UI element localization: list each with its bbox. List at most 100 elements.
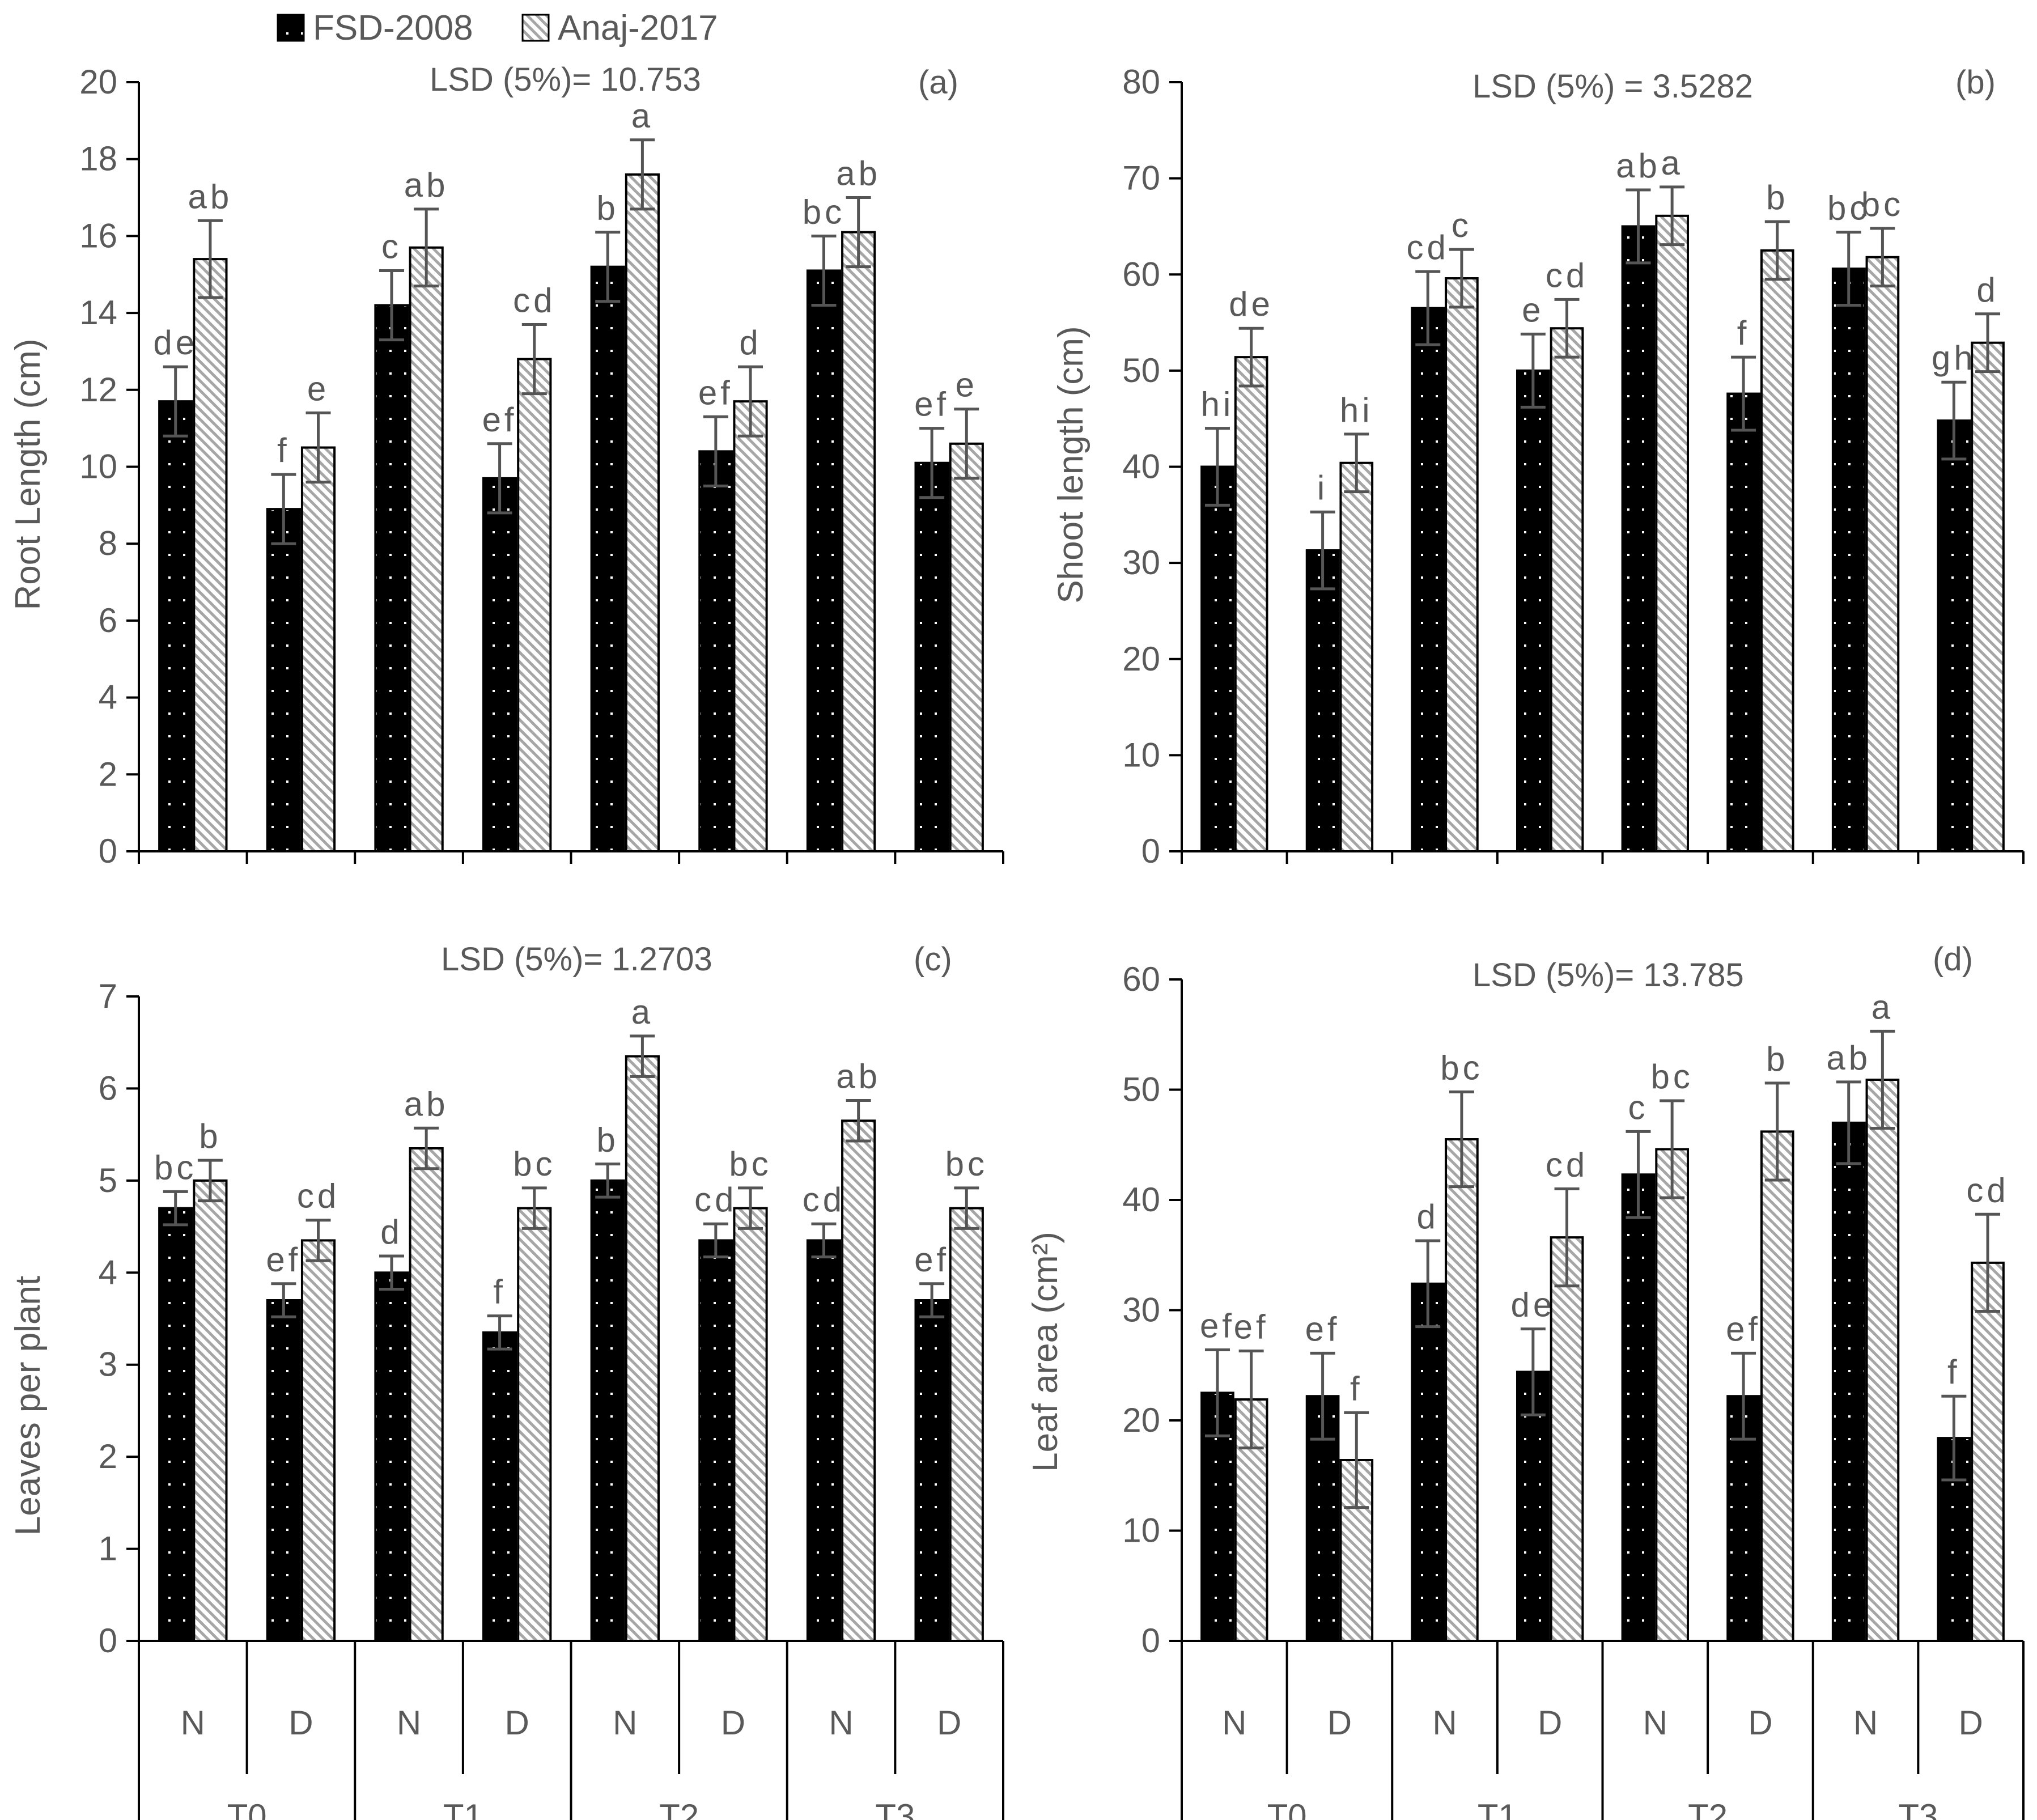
- significance-letter: gh: [1932, 339, 1976, 377]
- significance-letter: bc: [1861, 185, 1904, 223]
- bar-anaj-2017: [733, 400, 768, 852]
- category-label: N: [613, 1704, 637, 1742]
- significance-letter: d: [1417, 1198, 1439, 1236]
- legend: FSD-2008 Anaj-2017: [277, 9, 718, 48]
- panel-b-shoot-length: LSD (5%) = 3.5282 (b) Shoot length (cm) …: [1051, 63, 2025, 870]
- panel-d-y-axis-title: Leaf area (cm²): [1026, 1232, 1065, 1472]
- bar-fsd-2008: [806, 1239, 842, 1643]
- significance-letter: c: [381, 227, 402, 265]
- bar-anaj-2017: [1234, 356, 1268, 852]
- bar-fsd-2008: [1937, 419, 1971, 852]
- category-label: D: [1959, 1704, 1983, 1742]
- panel-c-leaves-per-plant: LSD (5%)= 1.2703 (c) Leaves per plant 0 1…: [9, 941, 1004, 1820]
- significance-letter: bc: [513, 1145, 555, 1183]
- bar-anaj-2017: [841, 1119, 876, 1642]
- y-tick-label: 60: [1122, 255, 1160, 293]
- bar-anaj-2017: [1339, 461, 1374, 852]
- category-label: D: [1538, 1704, 1562, 1742]
- bar-fsd-2008: [374, 304, 409, 852]
- y-tick-label: 40: [1122, 1181, 1160, 1219]
- significance-letter: f: [493, 1273, 506, 1311]
- significance-letter: ab: [404, 166, 449, 204]
- significance-letter: cd: [1966, 1171, 2009, 1209]
- bar-fsd-2008: [158, 400, 193, 852]
- y-tick-label: 3: [99, 1346, 117, 1384]
- group-label: T0: [1267, 1797, 1307, 1820]
- significance-letter: ef: [914, 1241, 949, 1279]
- significance-letter: cd: [694, 1181, 737, 1219]
- y-tick-label: 20: [1122, 640, 1160, 678]
- category-label: N: [829, 1704, 853, 1742]
- significance-letter: cd: [297, 1177, 340, 1215]
- bar-anaj-2017: [1655, 1148, 1689, 1642]
- category-label: D: [1327, 1704, 1352, 1742]
- y-tick-label: 30: [1122, 1291, 1160, 1329]
- significance-letter: a: [1872, 988, 1894, 1026]
- bar-anaj-2017: [409, 1147, 444, 1643]
- bar-fsd-2008: [1305, 549, 1340, 852]
- significance-letter: ab: [1826, 1039, 1871, 1077]
- panel-a-root-length: LSD (5%)= 10.753 (a) Root Length (cm) 0 2…: [9, 61, 1004, 870]
- significance-letter: f: [1737, 314, 1750, 352]
- significance-letter: bc: [1827, 189, 1870, 227]
- significance-letter: ef: [482, 401, 517, 439]
- panel-c-lsd-title: LSD (5%)= 1.2703: [441, 941, 712, 978]
- bar-anaj-2017: [949, 1207, 984, 1642]
- y-tick-label: 10: [1122, 1512, 1160, 1550]
- bar-fsd-2008: [266, 1299, 301, 1643]
- y-tick-label: 50: [1122, 351, 1160, 389]
- bar-fsd-2008: [914, 461, 949, 852]
- y-tick-label: 8: [99, 524, 117, 562]
- bar-anaj-2017: [1550, 1236, 1584, 1642]
- group-label: T3: [875, 1797, 915, 1820]
- significance-letter: ab: [1616, 147, 1661, 185]
- panel-d-lsd-title: LSD (5%)= 13.785: [1472, 957, 1744, 994]
- bar-fsd-2008: [374, 1271, 409, 1642]
- category-label: N: [397, 1704, 421, 1742]
- panel-a-y-axis-title: Root Length (cm): [9, 339, 48, 610]
- significance-letter: hi: [1201, 385, 1234, 423]
- y-tick-label: 1: [99, 1530, 117, 1568]
- bar-fsd-2008: [1516, 1371, 1550, 1642]
- significance-letter: ef: [698, 374, 733, 411]
- bar-fsd-2008: [698, 450, 733, 852]
- bar-anaj-2017: [733, 1207, 768, 1642]
- y-tick-label: 6: [99, 1069, 117, 1107]
- bar-anaj-2017: [517, 358, 552, 852]
- y-tick-label: 0: [1141, 1622, 1160, 1660]
- group-label: T1: [1478, 1797, 1517, 1820]
- panel-b-axes: [1181, 82, 2025, 864]
- significance-letter: c: [1628, 1088, 1648, 1126]
- bar-fsd-2008: [1621, 225, 1656, 852]
- bar-anaj-2017: [193, 1179, 228, 1643]
- y-tick-label: 4: [99, 1253, 117, 1291]
- bar-anaj-2017: [517, 1207, 552, 1642]
- y-tick-label: 0: [1141, 832, 1160, 870]
- significance-letter: ab: [188, 177, 233, 215]
- bar-fsd-2008: [482, 1331, 517, 1642]
- bar-fsd-2008: [1621, 1173, 1656, 1642]
- y-tick-label: 6: [99, 601, 117, 639]
- category-label: N: [1432, 1704, 1457, 1742]
- y-tick-label: 80: [1122, 63, 1160, 101]
- y-tick-label: 70: [1122, 159, 1160, 197]
- y-tick-label: 4: [99, 678, 117, 716]
- bar-fsd-2008: [698, 1239, 733, 1643]
- y-tick-label: 18: [79, 140, 117, 178]
- significance-letter: cd: [1546, 256, 1588, 294]
- bar-fsd-2008: [1200, 465, 1234, 852]
- significance-letter: c: [1452, 206, 1472, 244]
- y-tick-label: 30: [1122, 544, 1160, 582]
- significance-letter: de: [1510, 1286, 1555, 1324]
- panel-a-axes: [138, 82, 1004, 864]
- bar-anaj-2017: [1760, 249, 1794, 852]
- group-label: T3: [1898, 1797, 1938, 1820]
- bar-anaj-2017: [1865, 256, 1900, 852]
- bar-anaj-2017: [625, 1055, 660, 1642]
- legend-swatch-fsd-2008: [277, 14, 305, 42]
- y-tick-label: 20: [79, 63, 117, 101]
